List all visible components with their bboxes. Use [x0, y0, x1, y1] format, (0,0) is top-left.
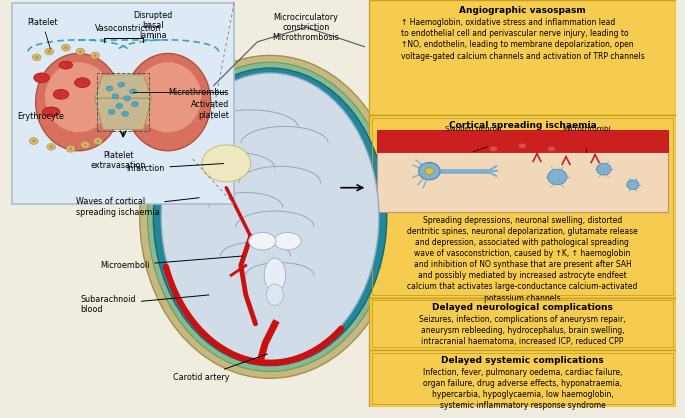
Ellipse shape [90, 52, 99, 59]
Text: Delayed neurological complications: Delayed neurological complications [432, 303, 613, 312]
Ellipse shape [129, 89, 136, 94]
Ellipse shape [106, 86, 113, 91]
Polygon shape [95, 75, 151, 98]
Ellipse shape [490, 146, 497, 151]
Ellipse shape [42, 107, 60, 117]
Bar [372, 301, 673, 347]
Ellipse shape [132, 102, 138, 107]
Ellipse shape [627, 180, 639, 190]
Text: Seizures, infection, complications of aneurysm repair,
aneurysm rebleeding, hydr: Seizures, infection, complications of an… [419, 315, 625, 346]
Ellipse shape [94, 54, 97, 57]
Ellipse shape [266, 284, 284, 306]
Bar [377, 130, 668, 152]
Ellipse shape [419, 163, 440, 180]
Text: Platelet: Platelet [27, 18, 58, 49]
Bar [372, 118, 673, 295]
Text: Microemboli: Microemboli [100, 256, 243, 270]
Bar [369, 298, 675, 350]
Bar [369, 350, 675, 406]
Bar [377, 130, 668, 212]
Ellipse shape [122, 111, 129, 116]
Ellipse shape [547, 146, 556, 151]
Ellipse shape [519, 143, 526, 148]
Ellipse shape [108, 110, 115, 114]
Ellipse shape [94, 138, 102, 144]
Bar [372, 353, 673, 404]
Ellipse shape [147, 62, 393, 372]
Ellipse shape [118, 82, 125, 87]
Ellipse shape [153, 68, 387, 366]
Ellipse shape [45, 62, 112, 132]
Text: Delayed systemic complications: Delayed systemic complications [441, 356, 603, 365]
Ellipse shape [64, 46, 67, 49]
Ellipse shape [35, 56, 38, 59]
Ellipse shape [125, 54, 211, 151]
Ellipse shape [140, 56, 400, 378]
Ellipse shape [69, 147, 72, 150]
Ellipse shape [32, 54, 41, 61]
Text: Platelet
extravasation: Platelet extravasation [90, 151, 146, 170]
Polygon shape [95, 98, 151, 129]
Text: Activated
platelet: Activated platelet [191, 100, 229, 120]
Ellipse shape [75, 78, 90, 87]
Text: Microcirculatory
constriction
Microthrombosis: Microcirculatory constriction Microthrom… [273, 13, 340, 43]
Ellipse shape [59, 61, 73, 69]
Ellipse shape [116, 104, 123, 108]
Ellipse shape [81, 142, 90, 148]
Ellipse shape [124, 96, 131, 101]
Text: Swollen neuron: Swollen neuron [445, 126, 501, 132]
Ellipse shape [36, 54, 121, 151]
Text: Waves of cortical
spreading ischaemia: Waves of cortical spreading ischaemia [75, 197, 199, 217]
Text: Subarachnoid
blood: Subarachnoid blood [80, 295, 209, 314]
Ellipse shape [45, 48, 53, 55]
Ellipse shape [97, 140, 99, 143]
Ellipse shape [161, 73, 379, 361]
Text: Angiographic vasospasm: Angiographic vasospasm [459, 6, 586, 15]
Ellipse shape [84, 143, 87, 146]
Ellipse shape [112, 94, 119, 99]
Bar [369, 0, 675, 115]
Ellipse shape [202, 145, 251, 182]
Ellipse shape [66, 145, 75, 152]
Ellipse shape [274, 232, 301, 250]
Ellipse shape [79, 50, 82, 53]
Ellipse shape [32, 140, 35, 143]
Ellipse shape [48, 50, 51, 53]
Ellipse shape [34, 73, 49, 83]
Text: Disrupted
basal
lamina: Disrupted basal lamina [134, 11, 173, 41]
Ellipse shape [249, 232, 276, 250]
Text: Carotid artery: Carotid artery [173, 354, 267, 382]
Ellipse shape [134, 62, 201, 132]
Bar [369, 115, 675, 298]
Ellipse shape [29, 138, 38, 144]
Ellipse shape [47, 143, 55, 150]
Text: Erythrocyte: Erythrocyte [17, 112, 64, 121]
Text: Vasoconstriction: Vasoconstriction [95, 24, 161, 33]
Text: ↑ Haemoglobin, oxidative stress and inflammation lead
to endothelial cell and pe: ↑ Haemoglobin, oxidative stress and infl… [401, 18, 645, 61]
Text: Microthrombus: Microthrombus [169, 88, 229, 97]
Ellipse shape [597, 163, 611, 175]
Bar [97, 73, 149, 131]
Ellipse shape [547, 169, 567, 185]
Text: Cortical spreading ischaemia: Cortical spreading ischaemia [449, 120, 596, 130]
Bar [12, 3, 234, 204]
Text: Microthrombi: Microthrombi [562, 126, 611, 132]
Ellipse shape [425, 168, 434, 175]
Ellipse shape [62, 44, 70, 51]
Ellipse shape [76, 48, 85, 55]
Ellipse shape [50, 145, 53, 148]
Text: Infection, fever, pulmonary oedema, cardiac failure,
organ failure, drug adverse: Infection, fever, pulmonary oedema, card… [423, 367, 622, 410]
Ellipse shape [264, 258, 286, 292]
Ellipse shape [53, 89, 68, 99]
Text: Spreading depressions, neuronal swelling, distorted
dentritic spines, neuronal d: Spreading depressions, neuronal swelling… [407, 216, 638, 303]
Text: Infarction: Infarction [126, 163, 223, 173]
